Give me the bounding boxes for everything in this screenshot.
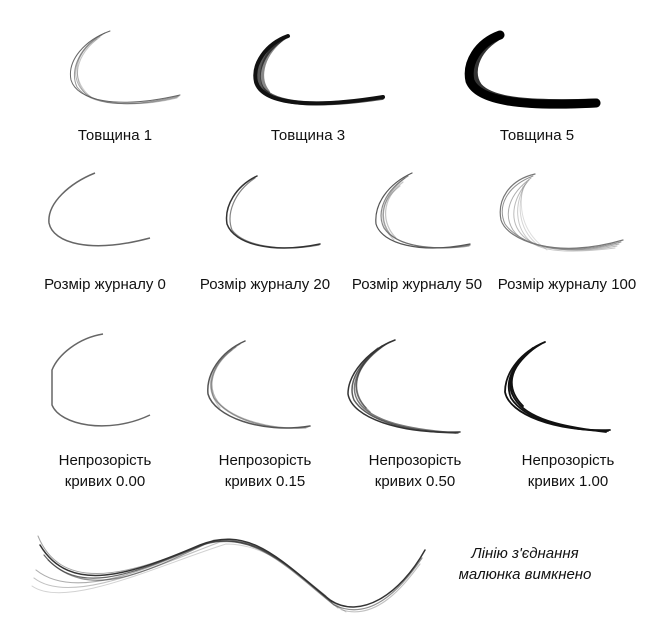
opacity-100-label: Непрозорість кривих 1.00 [498,450,638,492]
opacity-sample-0 [48,330,158,435]
sketch-curve-thin [69,30,181,105]
history-sample-100 [495,170,630,265]
sketch-curve-opacity-0 [51,333,151,427]
thickness-sample-5: Товщина 5 [462,25,607,144]
sketch-curve-opacity-100 [504,341,611,433]
sketch-curve-thick [464,30,601,109]
opacity-sample-015 [200,338,315,438]
sketch-wave-curves [31,535,426,613]
opacity-sample-050 [340,338,465,438]
sketch-curve-medium [253,34,385,106]
opacity-100-label-line2: кривих 1.00 [527,473,609,490]
connection-disabled-note: Лінію з'єднання малюнка вимкнено [440,543,610,585]
opacity-100-label-line1: Непрозорість [521,452,615,469]
sketch-curve-opacity-050 [347,339,461,434]
opacity-0-label-line1: Непрозорість [58,452,152,469]
history-sample-0 [45,168,165,263]
history-sample-20 [222,172,327,262]
opacity-sample-100 [495,340,615,435]
opacity-0-label: Непрозорість кривих 0.00 [40,450,170,492]
opacity-015-label-line1: Непрозорість [218,452,312,469]
sketch-curve-history-100 [499,173,624,252]
opacity-050-label-line2: кривих 0.50 [374,473,456,490]
opacity-0-label-line2: кривих 0.00 [64,473,146,490]
sketch-curve-history-0 [48,172,151,247]
sketch-curve-history-20 [225,175,321,249]
opacity-050-label: Непрозорість кривих 0.50 [345,450,485,492]
thickness-sample-1: Товщина 1 [55,25,195,144]
connection-note-line2: малюнка вимкнено [458,566,592,583]
thickness-5-label: Товщина 5 [499,127,575,144]
thickness-1-label: Товщина 1 [77,127,153,144]
connection-note-line1: Лінію з'єднання [471,545,579,562]
connection-line-sample [30,530,430,620]
history-50-label: Розмір журналу 50 [351,276,483,293]
history-sample-50 [370,168,475,263]
thickness-sample-3: Товщина 3 [248,30,388,144]
opacity-015-label: Непрозорість кривих 0.15 [195,450,335,492]
sketch-curve-opacity-015 [207,340,311,429]
history-100-label: Розмір журналу 100 [497,276,637,293]
sketch-curve-history-50 [375,172,471,249]
opacity-015-label-line2: кривих 0.15 [224,473,306,490]
opacity-050-label-line1: Непрозорість [368,452,462,469]
thickness-3-label: Товщина 3 [270,127,346,144]
history-0-label: Розмір журналу 0 [44,276,166,293]
history-20-label: Розмір журналу 20 [199,276,331,293]
